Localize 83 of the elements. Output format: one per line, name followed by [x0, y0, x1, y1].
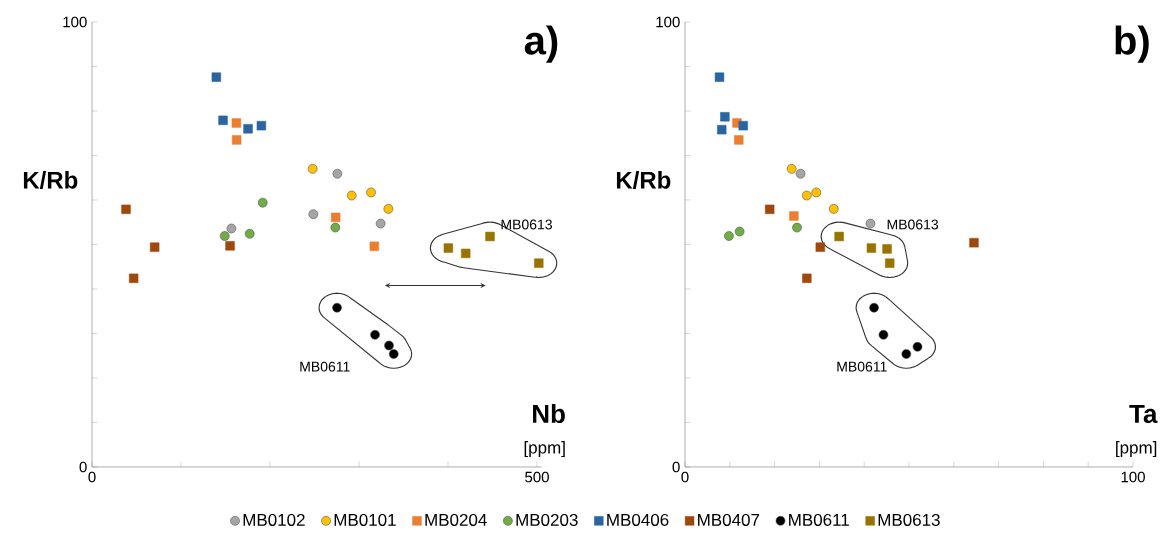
legend-label: MB0203 — [516, 513, 578, 526]
point — [332, 302, 342, 313]
x-tick-label: 0 — [681, 471, 689, 483]
legend-label: MB0611 — [789, 513, 849, 526]
point — [330, 222, 341, 233]
y-axis-title: K/Rb — [23, 171, 78, 189]
chart-title: b) — [1115, 25, 1149, 63]
point — [734, 226, 745, 237]
point — [256, 121, 267, 131]
point — [969, 238, 979, 248]
point — [912, 342, 923, 352]
point — [714, 72, 725, 82]
point — [765, 204, 775, 215]
point — [734, 135, 744, 145]
annotation: MB0613 — [501, 219, 552, 230]
point — [720, 112, 730, 122]
point — [815, 242, 825, 252]
point — [121, 204, 131, 215]
point — [901, 349, 912, 359]
point — [243, 124, 253, 134]
point — [461, 248, 471, 259]
point — [225, 241, 235, 251]
annotation: MB0611 — [300, 361, 350, 372]
point — [346, 190, 357, 201]
y-axis-title: K/Rb — [616, 171, 671, 189]
point — [878, 330, 889, 340]
legend-label: MB0204 — [425, 513, 487, 526]
point — [882, 244, 892, 254]
point — [383, 204, 394, 214]
point — [443, 243, 454, 253]
x-tick-label: 0 — [88, 471, 96, 483]
point — [211, 72, 222, 82]
point — [869, 302, 879, 313]
point — [370, 330, 380, 340]
point — [717, 125, 727, 135]
point — [828, 204, 839, 214]
point — [834, 231, 844, 242]
point — [308, 209, 319, 220]
point — [485, 231, 495, 242]
point — [244, 229, 255, 239]
point — [226, 223, 237, 234]
point — [865, 218, 876, 229]
legend-label: MB0407 — [698, 513, 760, 526]
point — [366, 187, 376, 198]
x-tick-label: 100 — [1121, 471, 1145, 483]
point — [231, 118, 242, 128]
point — [802, 190, 812, 201]
point — [219, 231, 230, 241]
point — [149, 242, 160, 252]
point — [369, 241, 379, 251]
annotation: [ppm] — [524, 441, 565, 457]
annotation: MB0613 — [887, 219, 939, 230]
point — [231, 135, 242, 145]
point — [128, 273, 139, 283]
annotation: MB0611 — [837, 361, 887, 372]
point — [388, 349, 399, 359]
point — [795, 168, 806, 179]
legend-label: MB0101 — [334, 513, 396, 526]
chart-title: a) — [524, 25, 558, 63]
legend-label: MB0406 — [607, 513, 669, 526]
point — [811, 187, 822, 198]
legend-label: MB0102 — [243, 513, 305, 526]
point — [332, 168, 343, 179]
x-tick-label: 500 — [525, 471, 549, 483]
point — [786, 164, 797, 174]
point — [724, 231, 734, 241]
point — [307, 164, 318, 174]
legend-label: MB0613 — [878, 513, 940, 526]
point — [257, 197, 268, 208]
point — [534, 258, 544, 268]
point — [885, 258, 895, 268]
point — [738, 121, 748, 131]
point — [218, 115, 228, 125]
point — [384, 340, 394, 351]
point — [789, 211, 799, 221]
point — [866, 243, 877, 253]
point — [375, 218, 386, 229]
point — [792, 222, 802, 233]
annotation: [ppm] — [1116, 441, 1157, 457]
x-axis-title: Nb — [533, 404, 565, 424]
point — [331, 212, 341, 223]
point — [802, 273, 812, 283]
x-axis-title: Ta — [1129, 404, 1158, 424]
